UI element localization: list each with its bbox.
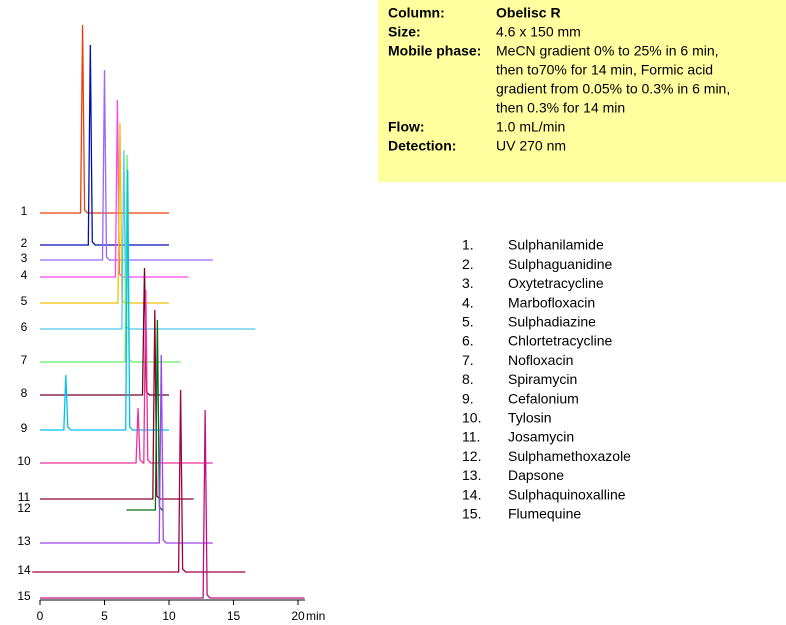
trace (40, 44, 169, 246)
compound-name: Nofloxacin (508, 352, 573, 368)
compound-number: 5. (462, 314, 474, 330)
compound-number: 11. (462, 429, 480, 445)
info-label: Column: (388, 5, 445, 21)
x-tick-label: 15 (227, 609, 241, 623)
compound-number: 2. (462, 256, 474, 272)
trace (40, 354, 213, 544)
trace (40, 267, 169, 396)
compound-name: Cefalonium (508, 390, 579, 406)
compound-number: 6. (462, 333, 474, 349)
trace-label: 1 (21, 204, 28, 218)
trace (40, 122, 169, 304)
info-label: Size: (388, 24, 421, 40)
trace (40, 169, 169, 431)
trace-label: 8 (21, 386, 28, 400)
trace-label: 15 (17, 589, 31, 603)
trace-label: 10 (17, 454, 31, 468)
trace (40, 409, 305, 599)
x-tick-label: 20 (291, 609, 305, 623)
info-value: Obelisc R (496, 5, 561, 21)
compound-number: 8. (462, 371, 474, 387)
trace-label: 5 (21, 294, 28, 308)
compound-number: 12. (462, 448, 481, 464)
x-tick-label: 0 (37, 609, 44, 623)
trace (40, 289, 213, 464)
compound-number: 4. (462, 294, 474, 310)
x-tick-label: 10 (162, 609, 176, 623)
compound-name: Oxytetracycline (508, 275, 604, 291)
info-label: Mobile phase: (388, 43, 481, 59)
compound-number: 15. (462, 506, 481, 522)
info-box (378, 0, 786, 182)
trace (40, 24, 169, 214)
compound-name: Dapsone (508, 467, 564, 483)
compound-number: 9. (462, 390, 474, 406)
compound-name: Sulphanilamide (508, 237, 604, 253)
compound-name: Tylosin (508, 410, 552, 426)
trace (40, 99, 189, 278)
compound-name: Sulphaguanidine (508, 256, 613, 272)
compound-name: Josamycin (508, 429, 574, 445)
trace-label: 11 (18, 490, 31, 504)
trace (40, 154, 181, 363)
trace-label: 9 (21, 421, 28, 435)
trace-label: 13 (17, 534, 31, 548)
info-value: 1.0 mL/min (496, 119, 565, 135)
info-value: 4.6 x 150 mm (496, 24, 581, 40)
trace-label: 14 (17, 563, 31, 577)
compound-number: 1. (462, 237, 474, 253)
x-tick-label: 5 (101, 609, 108, 623)
trace-label: 2 (21, 236, 28, 250)
trace (32, 389, 246, 573)
trace (40, 309, 194, 500)
compound-number: 10. (462, 410, 481, 426)
compound-number: 13. (462, 467, 481, 483)
compound-name: Marbofloxacin (508, 294, 595, 310)
compound-number: 14. (462, 486, 481, 502)
info-value: UV 270 nm (496, 138, 566, 154)
compound-name: Sulphamethoxazole (508, 448, 631, 464)
trace (126, 319, 164, 511)
info-label: Flow: (388, 119, 425, 135)
trace-label: 12 (17, 501, 31, 515)
compound-name: Spiramycin (508, 371, 577, 387)
trace-label: 3 (21, 251, 28, 265)
info-label: Detection: (388, 138, 456, 154)
trace (40, 149, 256, 330)
trace-label: 6 (21, 320, 28, 334)
compound-name: Sulphadiazine (508, 314, 596, 330)
compound-name: Sulphaquinoxalline (508, 486, 626, 502)
compound-name: Flumequine (508, 506, 581, 522)
compound-number: 7. (462, 352, 474, 368)
trace-label: 7 (21, 353, 28, 367)
info-value: then 0.3% for 14 min (496, 100, 625, 116)
info-value: MeCN gradient 0% to 25% in 6 min, (496, 43, 719, 59)
x-axis-label: min (306, 609, 325, 623)
info-value: then to70% for 14 min, Formic acid (496, 62, 713, 78)
compound-number: 3. (462, 275, 474, 291)
info-value: gradient from 0.05% to 0.3% in 6 min, (496, 81, 730, 97)
trace-label: 4 (21, 268, 28, 282)
compound-name: Chlortetracycline (508, 333, 612, 349)
